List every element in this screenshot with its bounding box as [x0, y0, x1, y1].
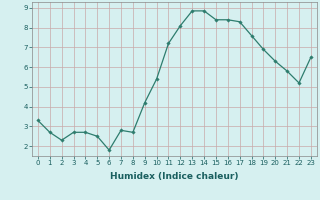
X-axis label: Humidex (Indice chaleur): Humidex (Indice chaleur)	[110, 172, 239, 181]
